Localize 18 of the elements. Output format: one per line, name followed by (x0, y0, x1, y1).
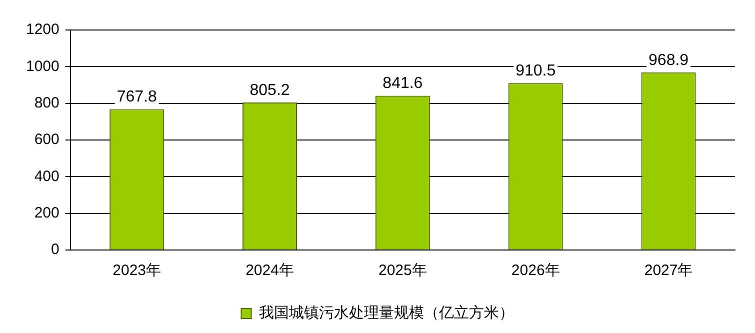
data-label: 910.5 (516, 62, 556, 80)
legend-label: 我国城镇污水处理量规模（亿立方米） (258, 304, 514, 322)
data-label: 805.2 (250, 82, 290, 99)
x-tick-label: 2024年 (246, 262, 294, 280)
data-label: 841.6 (382, 75, 423, 92)
y-tick-label: 400 (34, 168, 60, 185)
y-tick-label: 1200 (26, 21, 60, 38)
y-tick-label: 0 (51, 241, 60, 258)
data-label: 968.9 (648, 52, 689, 69)
x-tick-label: 2023年 (112, 262, 162, 280)
x-tick-label: 2027年 (644, 262, 693, 280)
data-label: 767.8 (116, 88, 157, 106)
x-tick-label: 2026年 (511, 262, 560, 280)
y-tick-label: 800 (34, 94, 60, 112)
y-tick-label: 200 (34, 204, 60, 222)
y-tick-label: 600 (34, 131, 60, 148)
x-tick-label: 2025年 (378, 262, 427, 280)
y-tick-label: 1000 (26, 58, 60, 75)
